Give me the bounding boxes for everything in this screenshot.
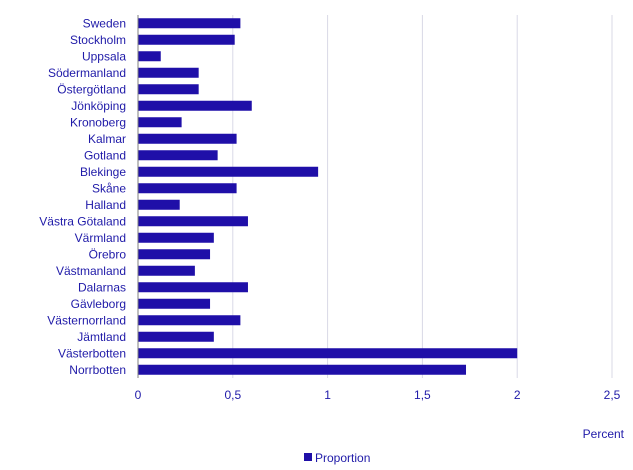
bar <box>138 364 467 375</box>
bar <box>138 232 214 243</box>
category-label: Örebro <box>89 247 127 261</box>
category-labels: Sweden Stockholm Uppsala Södermanland Österg… <box>39 16 126 377</box>
bar <box>138 150 218 161</box>
category-label: Norrbotten <box>69 363 126 377</box>
x-tick-label: 1,5 <box>414 388 431 402</box>
bar <box>138 100 252 111</box>
category-label: Halland <box>85 198 126 212</box>
category-label: Dalarnas <box>78 280 126 294</box>
legend-swatch <box>304 453 312 461</box>
bar <box>138 166 319 177</box>
category-label: Gotland <box>84 148 126 162</box>
category-label: Sweden <box>83 16 126 30</box>
category-label: Västra Götaland <box>39 214 126 228</box>
category-label: Blekinge <box>80 165 126 179</box>
x-tick-label: 2 <box>514 388 521 402</box>
category-label: Södermanland <box>48 66 126 80</box>
category-label: Jönköping <box>71 99 126 113</box>
x-tick-label: 2,5 <box>604 388 621 402</box>
bar <box>138 331 214 342</box>
x-tick-labels: 0 0,5 1 1,5 2 2,5 <box>135 388 621 402</box>
legend-label: Proportion <box>315 451 370 465</box>
bar <box>138 216 248 227</box>
category-label: Värmland <box>75 231 126 245</box>
category-label: Västernorrland <box>47 313 126 327</box>
bar <box>138 84 199 95</box>
bars <box>138 18 518 375</box>
bar <box>138 249 211 260</box>
category-label: Stockholm <box>70 33 126 47</box>
bar <box>138 199 180 210</box>
bar <box>138 282 248 293</box>
bar <box>138 348 518 359</box>
category-label: Skåne <box>92 181 126 195</box>
category-label: Västmanland <box>56 264 126 278</box>
bar <box>138 51 161 62</box>
bar <box>138 67 199 78</box>
x-tick-label: 0 <box>135 388 142 402</box>
bar <box>138 298 211 309</box>
bar <box>138 183 237 194</box>
category-label: Kronoberg <box>70 115 126 129</box>
bar <box>138 265 195 276</box>
category-label: Gävleborg <box>71 297 126 311</box>
bar <box>138 315 241 326</box>
x-tick-label: 1 <box>324 388 331 402</box>
category-label: Uppsala <box>82 49 126 63</box>
category-label: Jämtland <box>77 330 126 344</box>
bar <box>138 133 237 144</box>
bar <box>138 117 182 128</box>
bar <box>138 34 235 45</box>
category-label: Kalmar <box>88 132 126 146</box>
gridlines <box>232 15 613 378</box>
x-axis-label: Percent <box>583 427 625 441</box>
legend: Proportion <box>304 451 370 465</box>
category-label: Östergötland <box>57 82 126 96</box>
bar <box>138 18 241 29</box>
x-tick-label: 0,5 <box>224 388 241 402</box>
category-label: Västerbotten <box>58 346 126 360</box>
